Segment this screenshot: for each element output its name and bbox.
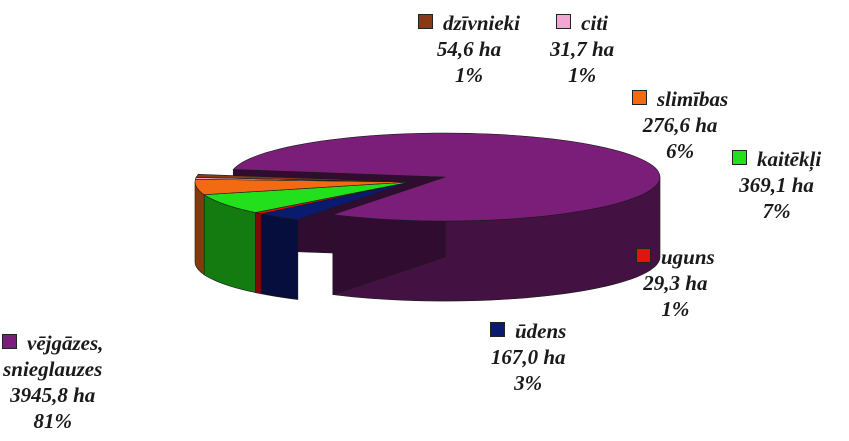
legend-swatch-citi: [556, 14, 572, 29]
slice-value-slimibas: 276,6 ha: [642, 113, 718, 137]
slice-name-vejgazes-1: vējgāzes,: [27, 331, 104, 355]
slice-name-citi: citi: [581, 11, 608, 35]
slice-name-kaiteklji: kaitēkļi: [757, 147, 822, 171]
slice-value-dzivnieki: 54,6 ha: [436, 37, 502, 61]
slice-dzivnieki: [195, 174, 411, 183]
slice-side-udens-0: [260, 213, 299, 300]
label-dzivnieki: dzīvnieki 54,6 ha 1%: [418, 10, 520, 88]
legend-swatch-slimibas: [632, 90, 647, 105]
label-citi: citi 31,7 ha 1%: [550, 10, 614, 88]
legend-swatch-udens: [490, 322, 505, 337]
slice-percent-udens: 3%: [514, 371, 543, 395]
slice-value-kaiteklji: 369,1 ha: [739, 173, 814, 197]
slice-slimibas: [194, 178, 411, 196]
slice-kaiteklji: [203, 181, 411, 213]
legend-swatch-uguns: [636, 248, 651, 263]
slice-name-udens: ūdens: [515, 319, 567, 343]
slice-percent-uguns: 1%: [661, 297, 690, 321]
label-slimibas: slimības 276,6 ha 6%: [632, 86, 728, 164]
slice-name-uguns: uguns: [661, 245, 715, 269]
slice-value-vejgazes: 3945,8 ha: [10, 383, 96, 407]
slice-percent-dzivnieki: 1%: [455, 63, 483, 87]
legend-swatch-dzivnieki: [418, 14, 433, 29]
slice-percent-vejgazes: 81%: [33, 409, 72, 433]
slice-percent-kaiteklji: 7%: [762, 199, 791, 223]
slice-side-slimibas-0: [194, 181, 205, 276]
slice-value-udens: 167,0 ha: [490, 345, 566, 369]
slice-name-vejgazes-2: snieglauzes: [3, 357, 103, 381]
label-vejgazes: vējgāzes, snieglauzes 3945,8 ha 81%: [2, 330, 103, 434]
slice-vejgazes: [232, 132, 661, 222]
legend-swatch-vejgazes: [2, 334, 17, 349]
slice-percent-slimibas: 6%: [666, 139, 695, 163]
slice-value-citi: 31,7 ha: [550, 37, 615, 61]
label-uguns: uguns 29,3 ha 1%: [636, 244, 715, 322]
slice-name-slimibas: slimības: [657, 87, 729, 111]
slice-side-uguns-0: [255, 212, 262, 295]
legend-swatch-kaiteklji: [732, 150, 747, 165]
label-udens: ūdens 167,0 ha 3%: [490, 318, 566, 396]
slice-value-uguns: 29,3 ha: [643, 271, 708, 295]
slice-name-dzivnieki: dzīvnieki: [443, 11, 520, 35]
label-kaiteklji: kaitēkļi 369,1 ha 7%: [732, 146, 821, 224]
slice-percent-citi: 1%: [568, 63, 597, 87]
slice-udens: [261, 181, 411, 220]
